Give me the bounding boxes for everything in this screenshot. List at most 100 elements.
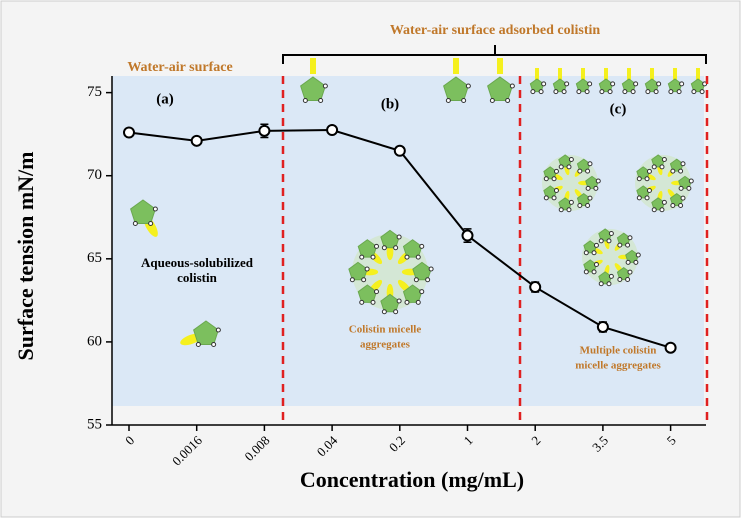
molecule-dot: [627, 235, 633, 241]
molecule-dot: [625, 277, 631, 283]
molecule-dot: [568, 199, 574, 205]
molecule-dot: [419, 289, 425, 295]
molecule-dot: [606, 281, 612, 287]
data-point: [461, 229, 474, 242]
molecule-dot: [361, 277, 367, 283]
annotation: Water-air surface adsorbed colistin: [390, 23, 601, 38]
molecule-dot: [680, 161, 686, 167]
molecule: [487, 76, 513, 102]
molecule-dot: [583, 250, 589, 256]
y-tick-label: 70: [87, 167, 102, 183]
molecule-dot: [593, 262, 599, 268]
molecule-dot: [617, 277, 623, 283]
molecule-dot: [374, 289, 380, 295]
molecule-dot: [211, 342, 217, 348]
molecule-dot: [699, 89, 705, 95]
molecule-dot: [593, 242, 599, 248]
molecule-dot: [396, 234, 402, 240]
molecule-dot: [680, 195, 686, 201]
molecule-dot: [625, 242, 631, 248]
molecule-dot: [322, 83, 328, 89]
molecule-dot: [566, 164, 572, 170]
region-label: (b): [381, 96, 399, 112]
molecule-dot: [583, 269, 589, 275]
data-point: [596, 320, 609, 333]
surface-arrow: [581, 68, 585, 80]
molecule-dot: [553, 168, 559, 174]
data-point: [190, 134, 203, 147]
molecule-dot: [630, 89, 636, 95]
molecule-dot: [633, 259, 639, 265]
molecule-dot: [505, 98, 511, 104]
molecule-dot: [543, 176, 549, 182]
molecule-dot: [509, 83, 515, 89]
annotation: micelle aggregates: [575, 360, 661, 372]
molecule-dot: [195, 342, 201, 348]
molecule-dot: [349, 277, 355, 283]
molecule-dot: [584, 89, 590, 95]
y-tick-label: 55: [87, 416, 102, 432]
molecule-dot: [651, 207, 657, 213]
molecule-dot: [678, 203, 684, 209]
molecule-dot: [396, 298, 402, 304]
molecule-dot: [381, 309, 387, 315]
molecule-dot: [668, 89, 674, 95]
surface-arrow: [604, 68, 608, 80]
molecule-dot: [659, 164, 665, 170]
molecule-dot: [364, 266, 370, 272]
molecule-dot: [644, 195, 650, 201]
molecule-dot: [676, 89, 682, 95]
surface-arrow: [627, 68, 631, 80]
molecule-dot: [359, 254, 365, 260]
molecule-dot: [659, 207, 665, 213]
surface-arrow: [310, 58, 316, 74]
molecule-dot: [653, 89, 659, 95]
molecule-dot: [686, 185, 692, 191]
molecule-dot: [691, 89, 697, 95]
molecule-dot: [688, 178, 694, 184]
molecule-dot: [558, 207, 564, 213]
molecule-dot: [587, 195, 593, 201]
molecule-dot: [538, 89, 544, 95]
annotation: Aqueous-solubilized: [141, 255, 254, 270]
molecule-dot: [627, 269, 633, 275]
region-label: (c): [610, 101, 627, 117]
molecule-dot: [445, 98, 451, 104]
molecule-dot: [428, 266, 434, 272]
molecule-dot: [577, 168, 583, 174]
molecule-dot: [661, 199, 667, 205]
molecule-dot: [152, 206, 158, 212]
molecule-dot: [413, 277, 419, 283]
molecule-dot: [646, 188, 652, 194]
molecule-dot: [635, 252, 641, 258]
data-point: [326, 124, 339, 137]
molecule-dot: [608, 231, 614, 237]
molecule-dot: [636, 195, 642, 201]
molecule-dot: [576, 89, 582, 95]
molecule-dot: [598, 281, 604, 287]
molecule-dot: [132, 221, 138, 227]
molecule-dot: [551, 195, 557, 201]
molecule-dot: [670, 203, 676, 209]
data-point: [123, 126, 135, 139]
molecule-dot: [530, 89, 536, 95]
molecule-dot: [370, 299, 376, 305]
molecule-dot: [591, 269, 597, 275]
molecule-dot: [633, 81, 639, 87]
molecule: [193, 320, 219, 346]
molecule-dot: [541, 81, 547, 87]
molecule-dot: [599, 89, 605, 95]
x-axis-label: Concentration (mg/mL): [300, 467, 524, 492]
annotation: Water-air surface: [127, 60, 232, 75]
molecule-dot: [381, 245, 387, 251]
molecule: [300, 76, 326, 102]
molecule-dot: [678, 168, 684, 174]
molecule-dot: [645, 89, 651, 95]
molecule-dot: [568, 157, 574, 163]
molecule-dot: [561, 89, 567, 95]
molecule-dot: [593, 185, 599, 191]
bracket: [282, 45, 707, 64]
molecule-dot: [419, 243, 425, 249]
molecule-dot: [610, 81, 616, 87]
molecule-dot: [551, 176, 557, 182]
